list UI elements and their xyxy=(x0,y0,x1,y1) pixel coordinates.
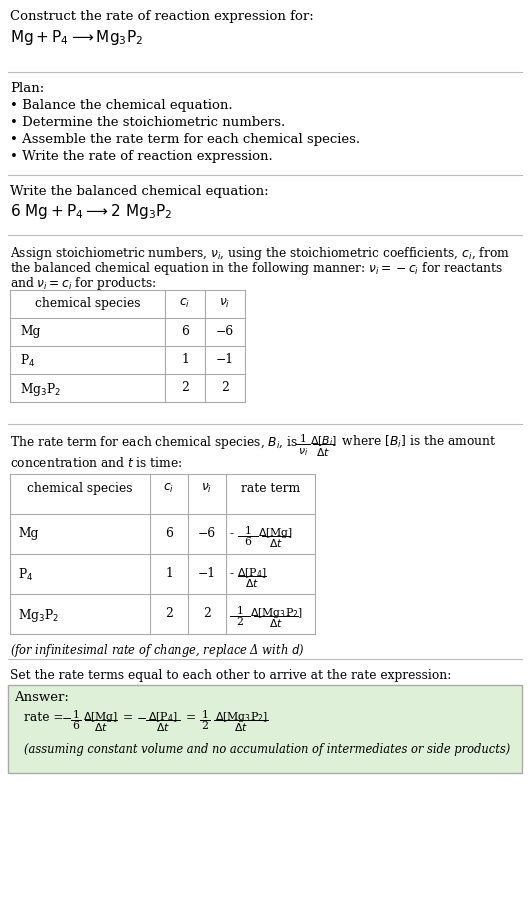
Text: -: - xyxy=(230,567,234,580)
Text: 1: 1 xyxy=(244,526,252,536)
Text: 1: 1 xyxy=(73,710,79,720)
Text: Construct the rate of reaction expression for:: Construct the rate of reaction expressio… xyxy=(10,10,314,23)
Text: $\mathrm{Mg + P_4 \longrightarrow Mg_3P_2}$: $\mathrm{Mg + P_4 \longrightarrow Mg_3P_… xyxy=(10,28,143,47)
Text: =: = xyxy=(186,711,196,724)
Text: 1: 1 xyxy=(165,567,173,580)
Text: $\Delta$[Mg]: $\Delta$[Mg] xyxy=(84,710,119,724)
Text: $\Delta t$: $\Delta t$ xyxy=(156,721,170,733)
Text: −6: −6 xyxy=(216,325,234,338)
Text: where $[B_i]$ is the amount: where $[B_i]$ is the amount xyxy=(338,434,496,450)
Text: 2: 2 xyxy=(181,381,189,394)
Text: Assign stoichiometric numbers, $\nu_i$, using the stoichiometric coefficients, $: Assign stoichiometric numbers, $\nu_i$, … xyxy=(10,245,510,262)
Text: concentration and $t$ is time:: concentration and $t$ is time: xyxy=(10,456,182,470)
Text: Plan:: Plan: xyxy=(10,82,44,95)
Text: −6: −6 xyxy=(198,527,216,540)
Text: $\Delta t$: $\Delta t$ xyxy=(245,577,259,589)
Text: $\Delta t$: $\Delta t$ xyxy=(94,721,108,733)
Text: • Write the rate of reaction expression.: • Write the rate of reaction expression. xyxy=(10,150,273,163)
Text: Write the balanced chemical equation:: Write the balanced chemical equation: xyxy=(10,185,269,198)
Text: $\Delta t$: $\Delta t$ xyxy=(269,537,283,549)
Text: $\nu_i$: $\nu_i$ xyxy=(298,446,308,458)
Text: and $\nu_i = c_i$ for products:: and $\nu_i = c_i$ for products: xyxy=(10,275,156,292)
Text: $c_i$: $c_i$ xyxy=(163,482,174,495)
Text: 6: 6 xyxy=(165,527,173,540)
Text: Mg$_3$P$_2$: Mg$_3$P$_2$ xyxy=(20,381,61,398)
Text: $\Delta$[P$_4$]: $\Delta$[P$_4$] xyxy=(237,566,267,580)
Text: −: − xyxy=(62,711,72,724)
Text: 2: 2 xyxy=(236,617,243,627)
Text: =: = xyxy=(123,711,133,724)
Text: rate =: rate = xyxy=(24,711,67,724)
Text: $\Delta[B_i]$: $\Delta[B_i]$ xyxy=(310,434,337,448)
Text: Mg: Mg xyxy=(20,325,40,338)
Text: $\Delta$[P$_4$]: $\Delta$[P$_4$] xyxy=(148,710,178,723)
Text: -: - xyxy=(230,527,234,540)
Text: Answer:: Answer: xyxy=(14,691,69,704)
Text: −1: −1 xyxy=(198,567,216,580)
Text: 2: 2 xyxy=(221,381,229,394)
Text: Mg$_3$P$_2$: Mg$_3$P$_2$ xyxy=(18,607,59,624)
Text: rate term: rate term xyxy=(241,482,300,495)
Text: chemical species: chemical species xyxy=(35,297,140,310)
Text: $\Delta t$: $\Delta t$ xyxy=(316,446,330,458)
Text: $c_i$: $c_i$ xyxy=(180,297,190,310)
Text: 2: 2 xyxy=(201,721,208,731)
Text: 6: 6 xyxy=(181,325,189,338)
Text: $\Delta t$: $\Delta t$ xyxy=(234,721,248,733)
Text: the balanced chemical equation in the following manner: $\nu_i = -c_i$ for react: the balanced chemical equation in the fo… xyxy=(10,260,503,277)
Text: −: − xyxy=(137,711,147,724)
Text: $\mathrm{6\ Mg + P_4 \longrightarrow 2\ Mg_3P_2}$: $\mathrm{6\ Mg + P_4 \longrightarrow 2\ … xyxy=(10,202,173,221)
Text: Set the rate terms equal to each other to arrive at the rate expression:: Set the rate terms equal to each other t… xyxy=(10,669,452,682)
Text: 6: 6 xyxy=(244,537,252,547)
Text: 6: 6 xyxy=(73,721,79,731)
Text: 2: 2 xyxy=(165,607,173,620)
Text: $\Delta$[Mg$_3$P$_2$]: $\Delta$[Mg$_3$P$_2$] xyxy=(250,606,303,620)
Text: P$_4$: P$_4$ xyxy=(18,567,33,583)
Text: The rate term for each chemical species, $B_i$, is: The rate term for each chemical species,… xyxy=(10,434,298,451)
Text: 1: 1 xyxy=(236,606,243,616)
Text: 1: 1 xyxy=(299,434,306,444)
Text: $\Delta$[Mg$_3$P$_2$]: $\Delta$[Mg$_3$P$_2$] xyxy=(215,710,268,724)
Text: Mg: Mg xyxy=(18,527,38,540)
Text: $\nu_i$: $\nu_i$ xyxy=(201,482,213,495)
Text: • Balance the chemical equation.: • Balance the chemical equation. xyxy=(10,99,233,112)
Text: • Assemble the rate term for each chemical species.: • Assemble the rate term for each chemic… xyxy=(10,133,360,146)
Text: P$_4$: P$_4$ xyxy=(20,353,36,369)
Text: 1: 1 xyxy=(201,710,208,720)
Text: $\Delta$[Mg]: $\Delta$[Mg] xyxy=(259,526,294,540)
FancyBboxPatch shape xyxy=(8,685,522,773)
Text: (for infinitesimal rate of change, replace Δ with $d$): (for infinitesimal rate of change, repla… xyxy=(10,642,304,659)
Text: −1: −1 xyxy=(216,353,234,366)
Text: $\nu_i$: $\nu_i$ xyxy=(219,297,231,310)
Text: chemical species: chemical species xyxy=(27,482,132,495)
Text: $\Delta t$: $\Delta t$ xyxy=(269,617,283,629)
Text: (assuming constant volume and no accumulation of intermediates or side products): (assuming constant volume and no accumul… xyxy=(24,743,510,756)
Text: • Determine the stoichiometric numbers.: • Determine the stoichiometric numbers. xyxy=(10,116,285,129)
Text: 1: 1 xyxy=(181,353,189,366)
Text: 2: 2 xyxy=(203,607,211,620)
